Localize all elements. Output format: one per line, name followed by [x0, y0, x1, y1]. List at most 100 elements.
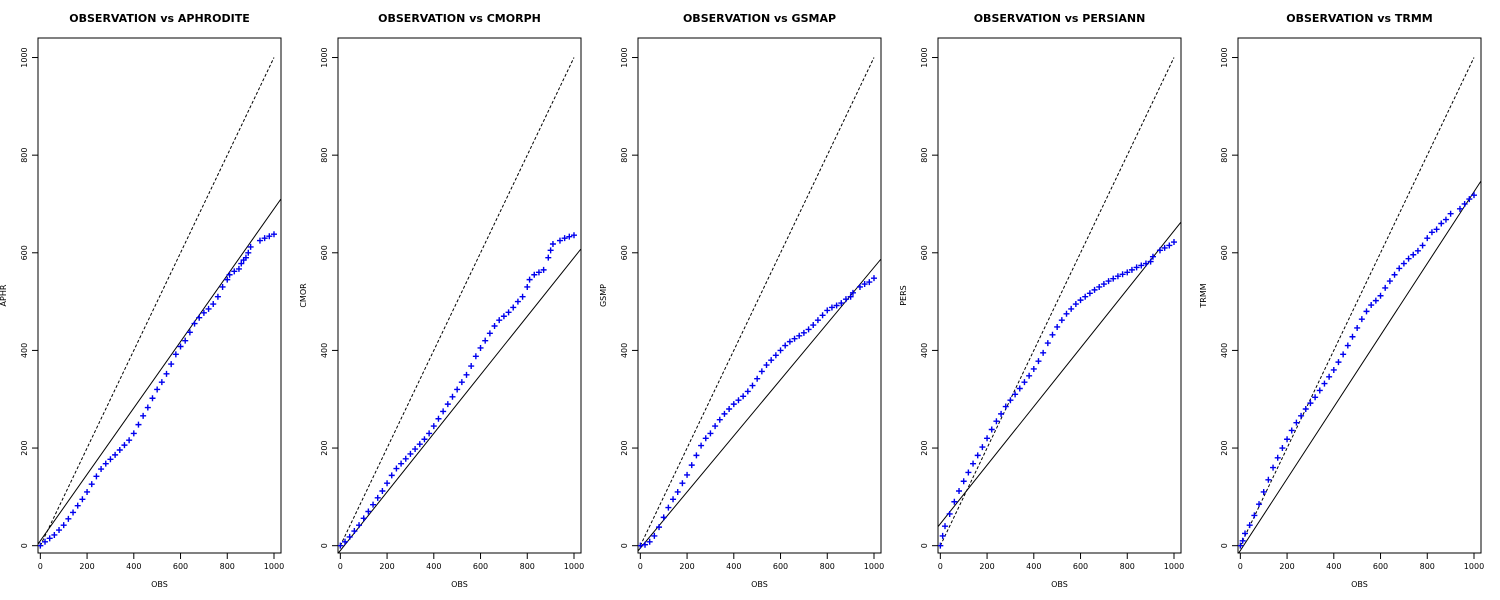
data-point: [768, 357, 775, 364]
data-point: [749, 382, 756, 389]
data-point: [144, 404, 151, 411]
data-point: [1260, 488, 1267, 495]
x-tick-label: 600: [1073, 562, 1088, 571]
data-point: [1265, 476, 1272, 483]
data-point: [1251, 512, 1258, 519]
data-point: [660, 514, 667, 521]
data-point: [1133, 264, 1140, 271]
plot-frame: [637, 37, 882, 554]
data-point: [1354, 324, 1361, 331]
y-tick-label: 400: [620, 343, 629, 358]
data-point: [356, 522, 363, 529]
data-point: [112, 451, 119, 458]
data-point: [1382, 284, 1389, 291]
data-point: [505, 309, 512, 316]
data-point: [726, 405, 733, 412]
data-point: [449, 393, 456, 400]
x-tick-label: 200: [679, 562, 694, 571]
fit-line: [38, 198, 281, 545]
data-point: [1349, 333, 1356, 340]
data-point: [412, 446, 419, 453]
x-tick-label: 1000: [564, 562, 584, 571]
data-point: [235, 265, 242, 272]
data-point: [491, 323, 498, 330]
data-point: [1419, 242, 1426, 249]
data-point: [1288, 427, 1295, 434]
y-tick-label: 800: [620, 148, 629, 163]
x-tick-label: 1000: [1464, 562, 1484, 571]
x-tick-label: 400: [1026, 562, 1041, 571]
data-point: [496, 317, 503, 324]
data-point: [214, 293, 221, 300]
data-point: [946, 510, 953, 517]
data-point: [500, 313, 507, 320]
y-tick-label: 600: [920, 245, 929, 260]
data-point: [88, 481, 95, 488]
data-point: [1030, 365, 1037, 372]
data-point: [486, 330, 493, 337]
data-point: [74, 502, 81, 509]
y-axis-label: PERS: [899, 285, 908, 306]
data-point: [679, 480, 686, 487]
data-point: [426, 430, 433, 437]
data-point: [800, 329, 807, 336]
x-tick-label: 1000: [1164, 562, 1184, 571]
y-tick-label: 1000: [620, 47, 629, 67]
data-point: [942, 523, 949, 530]
data-point: [379, 488, 386, 495]
y-tick-label: 200: [620, 440, 629, 455]
data-point: [1040, 349, 1047, 356]
data-point: [514, 298, 521, 305]
y-tick-label: 200: [1220, 440, 1229, 455]
x-tick-label: 600: [173, 562, 188, 571]
data-point: [979, 444, 986, 451]
data-point: [1396, 265, 1403, 272]
y-tick-label: 0: [920, 543, 929, 548]
y-tick-label: 600: [1220, 245, 1229, 260]
data-point: [261, 235, 268, 242]
data-point: [231, 268, 238, 275]
data-point: [270, 231, 277, 238]
data-point: [365, 508, 372, 515]
data-point: [130, 430, 137, 437]
y-axis-label: TRMM: [1199, 283, 1208, 308]
data-point: [819, 312, 826, 319]
data-point: [154, 386, 161, 393]
data-point: [1058, 317, 1065, 324]
y-axis-label: GSMP: [599, 284, 608, 307]
data-point: [833, 302, 840, 309]
data-point: [1026, 372, 1033, 379]
data-point: [1256, 501, 1263, 508]
data-point: [561, 235, 568, 242]
data-point: [42, 538, 49, 545]
data-point: [702, 435, 709, 442]
data-point: [407, 450, 414, 457]
data-point: [988, 426, 995, 433]
data-point: [1105, 278, 1112, 285]
y-tick-label: 1000: [1220, 47, 1229, 67]
data-point: [245, 249, 252, 256]
data-point: [338, 542, 344, 549]
chart-title: OBSERVATION vs TRMM: [1286, 12, 1432, 25]
chart-title: OBSERVATION vs PERSIANN: [974, 12, 1146, 25]
data-point: [735, 397, 742, 404]
data-point: [646, 538, 653, 545]
data-point: [346, 533, 353, 540]
fit-line: [638, 258, 881, 552]
data-point: [1077, 297, 1084, 304]
data-point: [1344, 342, 1351, 349]
data-point: [126, 437, 133, 444]
y-axis-label: CMOR: [299, 283, 308, 308]
data-point: [716, 416, 723, 423]
data-point: [191, 320, 198, 327]
data-point: [838, 300, 845, 307]
data-point: [388, 472, 395, 479]
data-point: [168, 361, 175, 368]
data-point: [754, 375, 761, 382]
x-tick-label: 800: [1120, 562, 1135, 571]
data-point: [545, 254, 552, 261]
chart-panel-5: OBSERVATION vs TRMM 0 200 400 600 800 1000 0 200…: [1199, 12, 1484, 589]
plot-frame: [1237, 37, 1482, 554]
data-point: [740, 393, 747, 400]
chart-title: OBSERVATION vs GSMAP: [683, 12, 836, 25]
